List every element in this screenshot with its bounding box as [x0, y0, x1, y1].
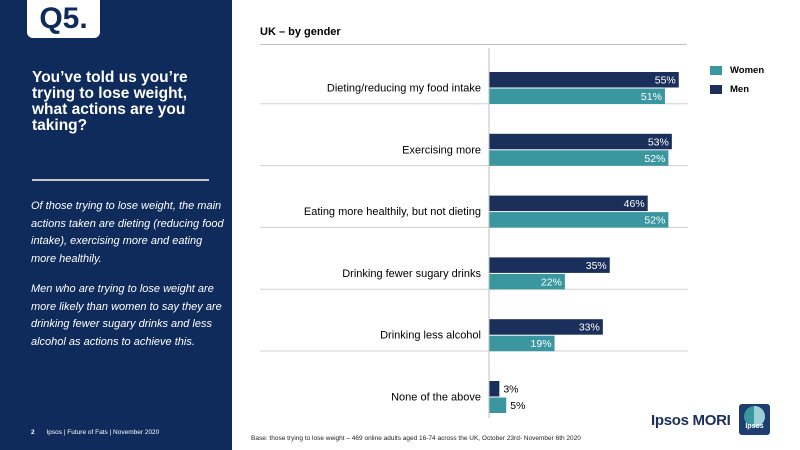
legend-item-women: Women [710, 61, 764, 80]
chart-title: UK – by gender [260, 26, 341, 38]
question-badge: Q5. [27, 0, 100, 38]
bar-men [489, 133, 672, 150]
data-label-men: 55% [655, 75, 676, 87]
data-label-women: 52% [644, 153, 665, 165]
legend-item-men: Men [710, 80, 764, 99]
page-number: 2 [31, 429, 35, 436]
data-label-women: 52% [644, 215, 665, 227]
slide-footer: 2 Ipsos | Future of Fats | November 2020 [31, 429, 159, 436]
legend-label-women: Women [730, 65, 765, 76]
bar-men [489, 257, 610, 273]
summary-text-1: Of those trying to lose weight, the main… [31, 200, 224, 265]
category-label: Dieting/reducing my food intake [327, 83, 481, 95]
data-label-men: 53% [648, 136, 669, 148]
data-label-women: 19% [531, 338, 552, 350]
data-label-women: 5% [510, 400, 525, 412]
chart-legend: Women Men [710, 61, 764, 99]
data-label-women: 22% [541, 276, 562, 288]
ipsos-mori-wordmark: Ipsos MORI [651, 412, 731, 429]
bar-men [489, 319, 603, 335]
legend-swatch-women [710, 66, 722, 75]
chart-top-rule [260, 44, 687, 45]
data-label-men: 3% [503, 384, 518, 396]
category-label: Exercising more [402, 144, 481, 156]
bar-women [489, 150, 669, 166]
question-heading: You’ve told us you’re trying to lose wei… [32, 69, 188, 134]
data-label-men: 46% [624, 198, 645, 210]
bar-women [489, 273, 565, 290]
data-label-men: 35% [586, 260, 607, 272]
legend-swatch-men [710, 85, 722, 94]
bar-women [489, 397, 507, 413]
summary-text-2: Men who are trying to lose weight are mo… [31, 283, 222, 348]
data-label-men: 33% [579, 322, 600, 334]
bar-women [489, 88, 665, 104]
sidebar-panel: Q5. You’ve told us you’re trying to lose… [0, 0, 232, 450]
ipsos-logo-text: Ipsos [745, 423, 764, 430]
category-label: Drinking fewer sugary drinks [342, 268, 481, 280]
bar-women [489, 212, 669, 228]
bar-men [489, 381, 500, 397]
bar-men [489, 195, 648, 212]
bar-men [489, 72, 679, 88]
category-label: None of the above [391, 392, 481, 404]
sidebar-divider [32, 179, 209, 181]
data-label-women: 51% [641, 91, 662, 103]
category-label: Eating more healthily, but not dieting [304, 206, 481, 218]
base-note: Base: those trying to lose weight – 469 … [251, 435, 581, 442]
bar-women [489, 335, 555, 352]
legend-label-men: Men [730, 84, 749, 95]
ipsos-logo-icon: Ipsos [739, 404, 770, 435]
category-label: Drinking less alcohol [380, 330, 481, 342]
footer-text: Ipsos | Future of Fats | November 2020 [46, 429, 160, 436]
